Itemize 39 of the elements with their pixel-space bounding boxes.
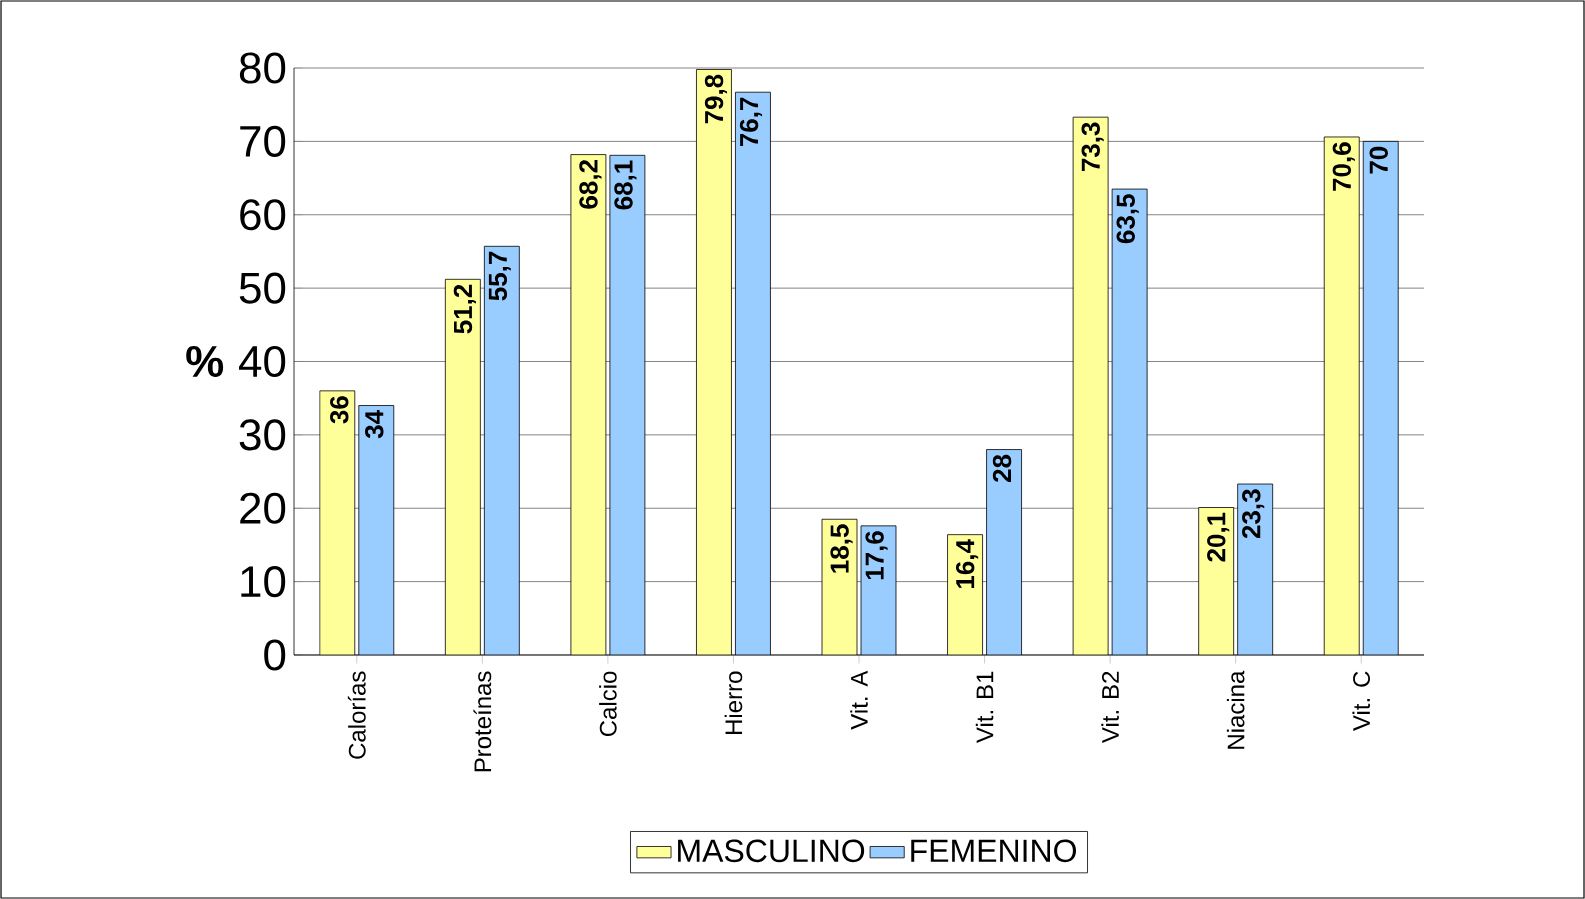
data-label: 36 — [330, 396, 349, 424]
x-tick-label: Proteínas — [473, 671, 492, 772]
x-tick-label: Niacina — [1226, 670, 1245, 749]
x-tick-label: Vit. A — [850, 670, 868, 730]
y-tick-label: 0 — [264, 639, 286, 671]
data-label: 51,2 — [453, 284, 476, 334]
data-label: 17,6 — [865, 531, 888, 580]
data-label: 68,2 — [579, 160, 602, 209]
data-label: 70 — [1369, 146, 1388, 174]
y-tick-label: 10 — [241, 566, 286, 598]
y-axis-title: % — [186, 346, 224, 377]
y-tick-label: 70 — [240, 125, 286, 157]
data-label: 28 — [992, 454, 1012, 482]
data-label: 63,5 — [1116, 194, 1139, 244]
data-label: 76,7 — [739, 97, 763, 147]
y-tick-label: 80 — [239, 52, 286, 84]
data-label: 73,3 — [1081, 122, 1104, 172]
x-tick-label: Vit. C — [1352, 671, 1371, 731]
data-label: 23,3 — [1242, 489, 1265, 539]
data-label: 16,4 — [955, 539, 979, 589]
y-tick-label: 30 — [239, 419, 286, 451]
data-label: 55,7 — [488, 251, 511, 301]
x-tick-label: Calorías — [347, 671, 366, 759]
legend-label: FEMENINO — [911, 839, 1076, 863]
legend-label: MASCULINO — [678, 839, 865, 863]
data-label: 34 — [365, 410, 384, 439]
data-label: 70,6 — [1332, 142, 1355, 191]
x-tick-label: Calcio — [599, 671, 617, 737]
data-label: 18,5 — [830, 524, 853, 573]
y-tick-label: 40 — [239, 345, 286, 378]
x-tick-label: Vit. B2 — [1101, 671, 1119, 743]
x-tick-label: Hierro — [724, 671, 743, 734]
y-tick-label: 50 — [239, 272, 286, 304]
data-label: 68,1 — [614, 160, 637, 210]
y-tick-label: 20 — [240, 492, 286, 524]
data-label: 79,8 — [704, 74, 728, 124]
x-tick-label: Vit. B1 — [975, 671, 994, 743]
y-tick-label: 60 — [240, 199, 286, 231]
data-label: 20,1 — [1207, 512, 1230, 562]
